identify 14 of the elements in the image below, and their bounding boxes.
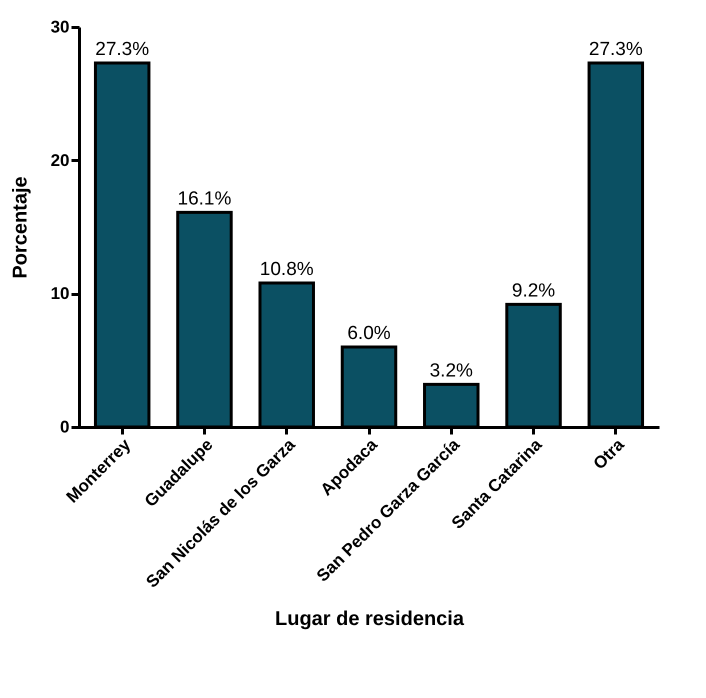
data-label: 27.3% xyxy=(95,39,150,60)
y-tick-label: 20 xyxy=(50,150,70,170)
data-label: 10.8% xyxy=(260,259,314,280)
y-axis-title: Porcentaje xyxy=(10,176,32,279)
x-axis-title: Lugar de residencia xyxy=(275,608,465,630)
data-label: 16.1% xyxy=(178,188,232,210)
data-label: 3.2% xyxy=(430,360,474,382)
data-label: 9.2% xyxy=(512,280,556,302)
y-tick-label: 10 xyxy=(50,284,70,304)
data-label: 27.3% xyxy=(588,39,643,60)
y-tick-label: 0 xyxy=(60,418,70,436)
y-tick-label: 30 xyxy=(50,18,70,36)
data-label: 6.0% xyxy=(347,323,391,344)
x-tick-label: Otra xyxy=(590,434,628,474)
